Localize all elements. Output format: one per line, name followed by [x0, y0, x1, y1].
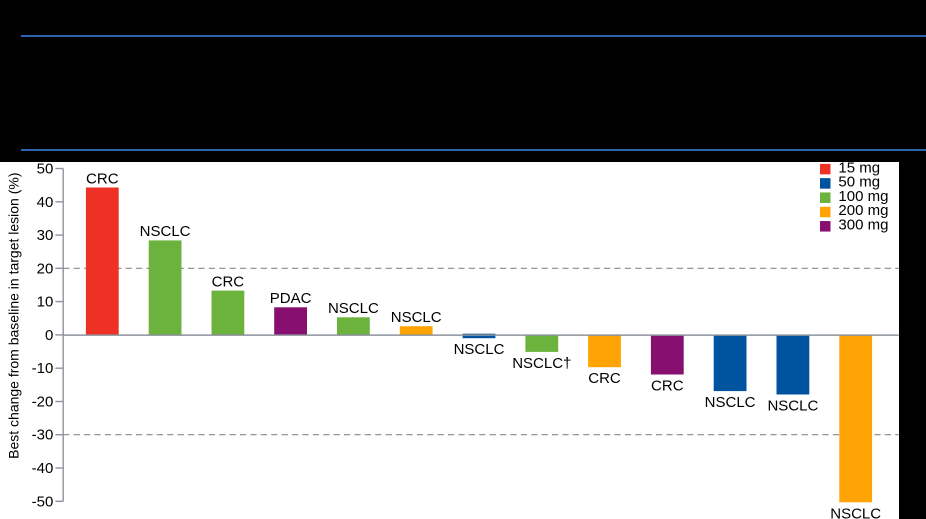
svg-text:50 mg: 50 mg	[838, 174, 880, 191]
svg-text:20: 20	[37, 260, 54, 277]
svg-text:NSCLC: NSCLC	[391, 309, 442, 326]
svg-text:300 mg: 300 mg	[838, 217, 888, 234]
svg-text:Best change from baseline in t: Best change from baseline in target lesi…	[5, 173, 21, 459]
svg-text:CRC: CRC	[651, 378, 684, 395]
svg-text:50: 50	[37, 161, 54, 178]
svg-text:30: 30	[37, 227, 54, 244]
svg-text:-10: -10	[32, 360, 54, 377]
svg-text:-50: -50	[32, 493, 54, 510]
svg-text:15 mg: 15 mg	[838, 159, 880, 176]
svg-text:10: 10	[37, 294, 54, 311]
svg-text:40: 40	[37, 194, 54, 211]
svg-text:NSCLC: NSCLC	[830, 505, 881, 519]
svg-text:CRC: CRC	[588, 370, 621, 387]
svg-text:NSCLC: NSCLC	[454, 341, 505, 358]
svg-text:200 mg: 200 mg	[838, 202, 888, 219]
svg-text:100 mg: 100 mg	[838, 188, 888, 205]
svg-text:NSCLC: NSCLC	[140, 223, 191, 240]
svg-text:PDAC: PDAC	[270, 290, 312, 307]
svg-text:-20: -20	[32, 394, 54, 411]
svg-text:0: 0	[45, 327, 53, 344]
svg-text:NSCLC†: NSCLC†	[512, 355, 571, 372]
svg-text:-30: -30	[32, 427, 54, 444]
svg-text:NSCLC: NSCLC	[705, 394, 756, 411]
svg-text:NSCLC: NSCLC	[328, 300, 379, 317]
svg-text:-40: -40	[32, 460, 54, 477]
svg-text:CRC: CRC	[212, 273, 245, 290]
svg-text:CRC: CRC	[86, 170, 119, 187]
svg-text:NSCLC: NSCLC	[767, 398, 818, 415]
